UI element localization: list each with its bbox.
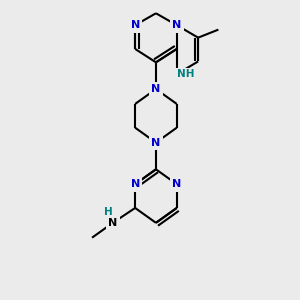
Text: N: N [130, 179, 140, 189]
Text: N: N [108, 218, 118, 228]
Text: N: N [130, 20, 140, 30]
Text: NH: NH [177, 69, 194, 79]
Text: N: N [151, 84, 160, 94]
Text: N: N [172, 20, 182, 30]
Text: N: N [172, 179, 182, 189]
Text: H: H [104, 207, 113, 218]
Text: N: N [151, 138, 160, 148]
